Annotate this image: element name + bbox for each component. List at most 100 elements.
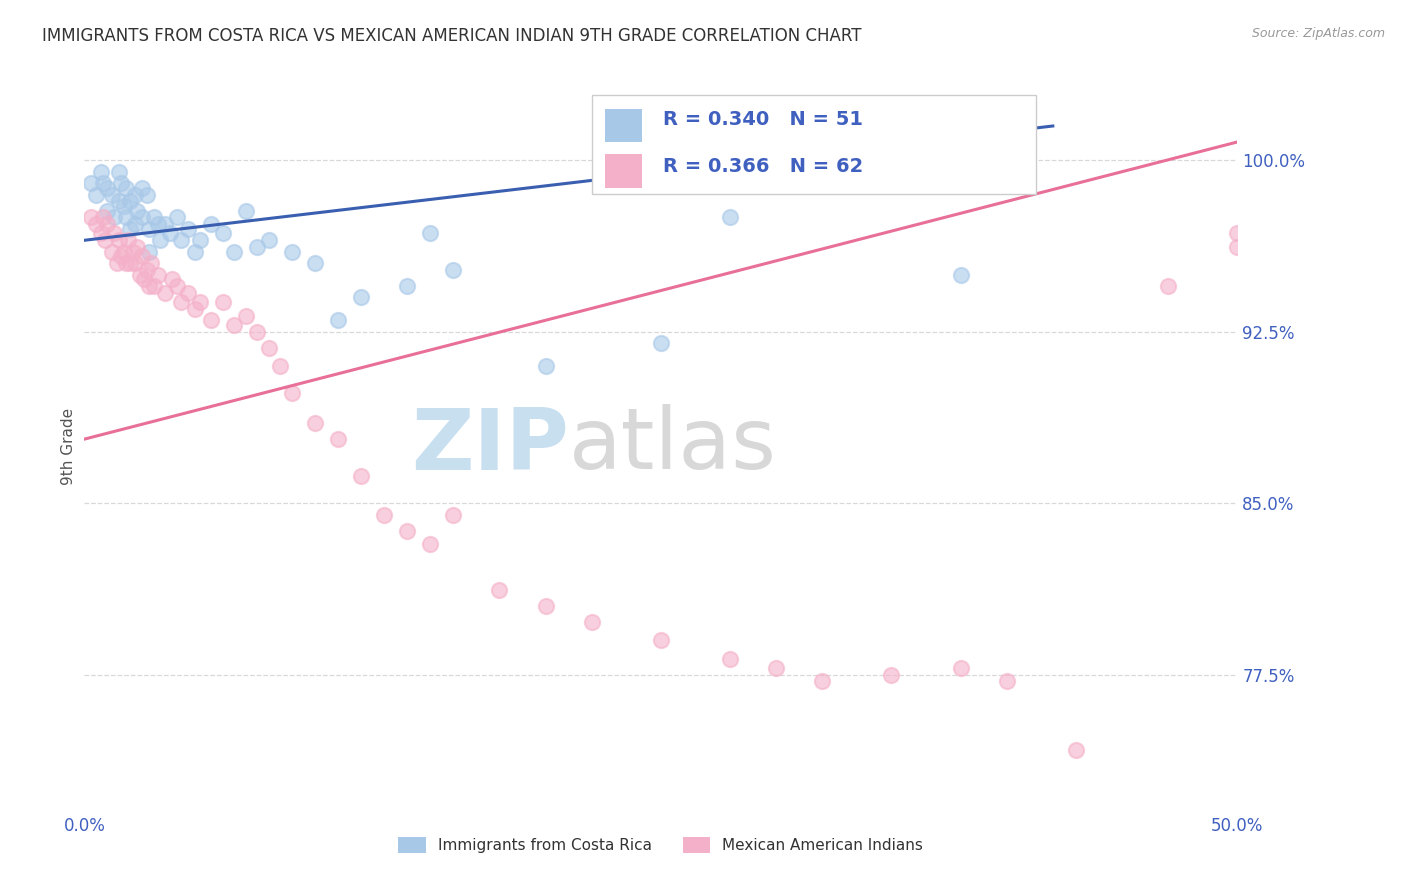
Point [89,227,111,241]
Text: R = 0.340   N = 51: R = 0.340 N = 51 [664,110,863,129]
Point [108,233,131,247]
Point [419,537,441,551]
Point [141,256,163,270]
Point [1157,279,1180,293]
Point [91,211,114,225]
Point [138,279,160,293]
Text: R = 0.366   N = 62: R = 0.366 N = 62 [664,156,863,176]
Point [235,309,257,323]
Point [257,341,280,355]
Point [134,272,156,286]
Point [650,633,672,648]
Point [112,199,135,213]
Bar [606,109,643,143]
Point [103,211,125,225]
Point [108,194,131,209]
Point [146,268,169,282]
Point [718,211,741,225]
Point [142,279,165,293]
Point [246,325,269,339]
Point [128,268,150,282]
Point [246,240,269,254]
Point [121,244,143,259]
Point [1064,743,1087,757]
Point [120,194,142,209]
Point [304,256,326,270]
Point [718,651,741,665]
Point [765,661,787,675]
Point [1226,240,1249,254]
Point [131,180,153,194]
Point [84,187,107,202]
Point [281,386,304,401]
Point [396,524,419,538]
Point [159,227,181,241]
Point [170,295,193,310]
Point [131,211,153,225]
Point [120,256,142,270]
Point [146,217,169,231]
Point [188,233,211,247]
Text: Source: ZipAtlas.com: Source: ZipAtlas.com [1251,27,1385,40]
Text: atlas: atlas [568,404,776,488]
Point [84,217,107,231]
Point [91,176,114,190]
Point [441,508,464,522]
Point [177,222,200,236]
Point [419,227,441,241]
Point [269,359,291,373]
Point [184,301,207,316]
Point [153,217,176,231]
Legend: Immigrants from Costa Rica, Mexican American Indians: Immigrants from Costa Rica, Mexican Amer… [392,830,929,859]
Point [326,313,349,327]
Point [135,187,157,202]
Point [117,233,139,247]
Bar [606,154,643,187]
Text: IMMIGRANTS FROM COSTA RICA VS MEXICAN AMERICAN INDIAN 9TH GRADE CORRELATION CHAR: IMMIGRANTS FROM COSTA RICA VS MEXICAN AM… [42,27,862,45]
Point [200,217,222,231]
Point [534,599,557,613]
Point [110,176,132,190]
Point [534,359,557,373]
Point [160,272,183,286]
Point [949,268,972,282]
Point [127,203,149,218]
FancyBboxPatch shape [592,95,1036,194]
Point [304,416,326,430]
Point [441,263,464,277]
Point [80,211,103,225]
Point [94,233,117,247]
Point [200,313,222,327]
Point [235,203,257,218]
Point [115,180,138,194]
Point [96,180,118,194]
Point [138,222,160,236]
Point [103,227,125,241]
Point [188,295,211,310]
Point [257,233,280,247]
Point [177,285,200,300]
Point [149,233,172,247]
Point [101,187,124,202]
Point [112,244,135,259]
Point [138,244,160,259]
Point [101,244,124,259]
Point [80,176,103,190]
Point [142,211,165,225]
Y-axis label: 9th Grade: 9th Grade [60,408,76,484]
Point [131,249,153,263]
Point [89,164,111,178]
Point [115,211,138,225]
Point [96,217,118,231]
Point [166,211,188,225]
Point [995,674,1018,689]
Point [124,217,146,231]
Point [115,256,138,270]
Point [373,508,395,522]
Point [124,187,146,202]
Point [153,285,176,300]
Point [1226,227,1249,241]
Point [581,615,603,629]
Point [184,244,207,259]
Point [350,290,373,304]
